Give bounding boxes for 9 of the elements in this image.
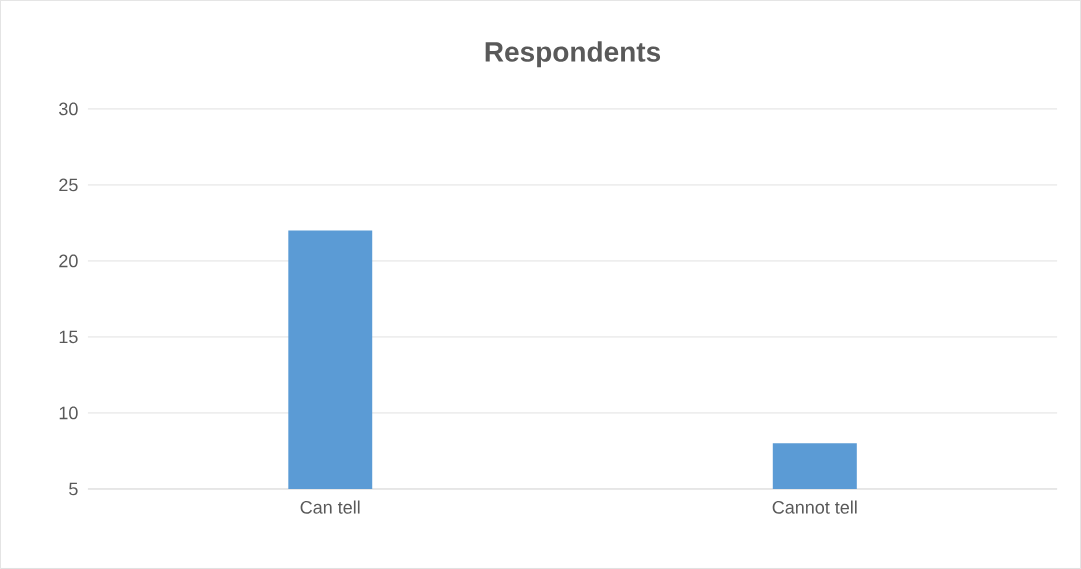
x-tick-label: Cannot tell (772, 500, 857, 514)
y-tick-label: 30 (59, 102, 78, 116)
y-tick-label: 20 (59, 254, 78, 268)
y-tick-label: 25 (59, 178, 78, 192)
y-tick-label: 10 (59, 406, 78, 420)
chart-title: Respondents (485, 41, 661, 68)
x-tick-label: Can tell (300, 500, 360, 514)
y-tick-label: 5 (69, 482, 78, 496)
y-tick-label: 15 (59, 330, 78, 344)
